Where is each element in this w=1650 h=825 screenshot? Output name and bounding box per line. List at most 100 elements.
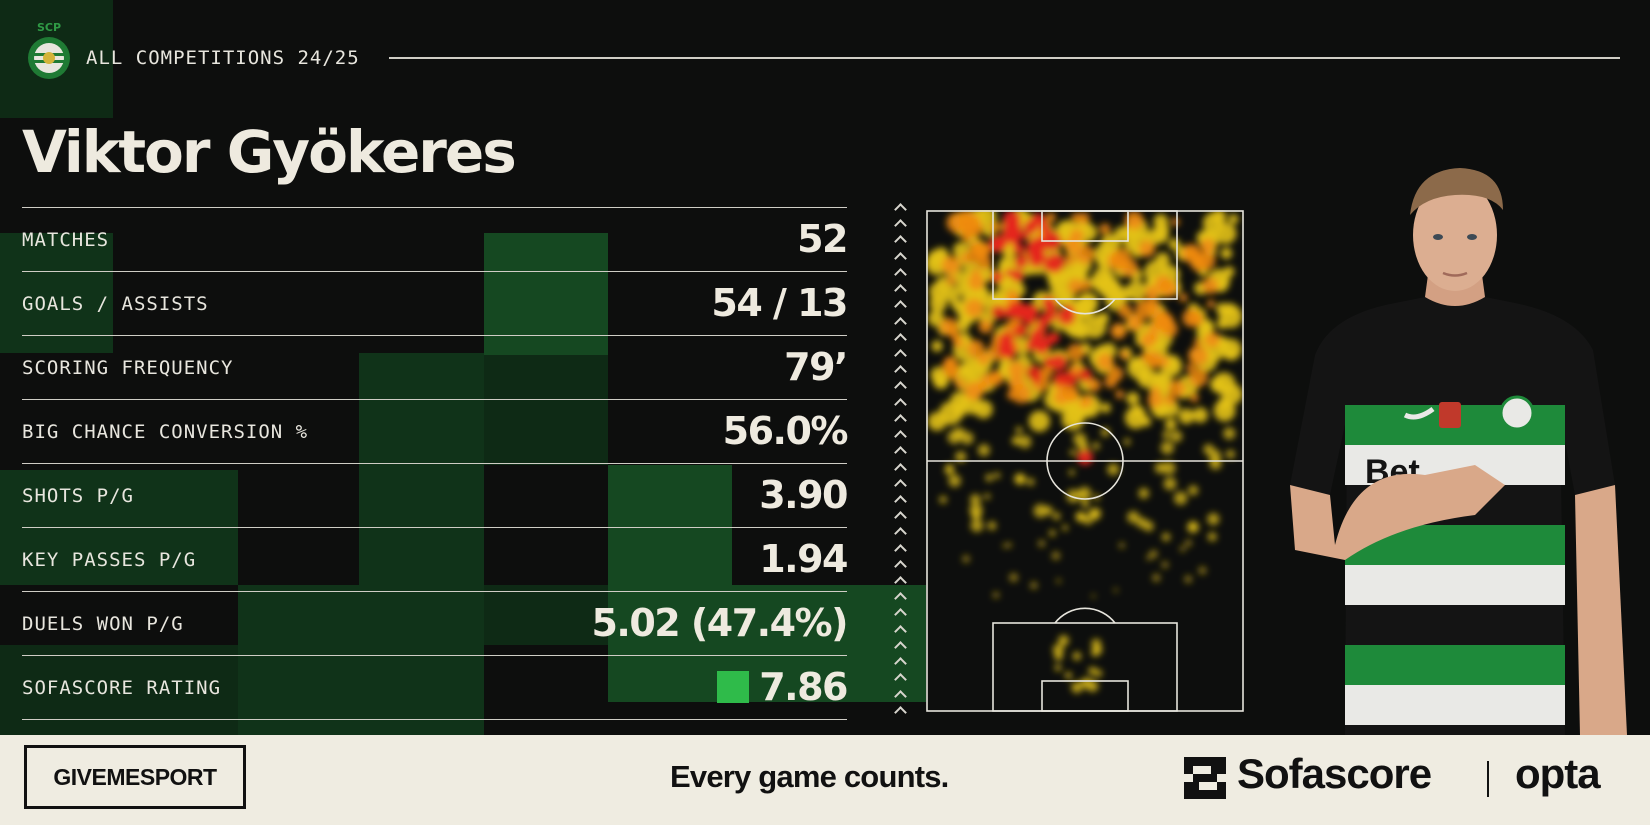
heat-spot [1052, 644, 1064, 656]
heat-spot [980, 373, 994, 387]
heat-spot [1026, 239, 1045, 258]
heatmap-pitch [926, 210, 1244, 712]
chevron-up-icon [893, 284, 907, 297]
heat-spot [974, 400, 993, 419]
heat-spot [997, 292, 1008, 304]
heat-spot [1200, 238, 1215, 254]
heat-spot [993, 472, 1001, 479]
heat-spot [1170, 430, 1183, 443]
stat-label: SHOTS P/G [22, 485, 134, 507]
heat-spot [1028, 410, 1051, 432]
heat-spot [1076, 269, 1087, 280]
heat-spot [1099, 271, 1112, 284]
heat-spot [1187, 521, 1199, 534]
chevron-up-icon [893, 705, 907, 719]
heat-spot [1155, 252, 1170, 268]
heat-spot [978, 319, 993, 334]
heat-spot [1043, 261, 1053, 271]
heat-spot [960, 431, 974, 445]
heat-spot [977, 444, 990, 457]
heat-spot [1164, 418, 1177, 430]
heat-spot [1198, 566, 1207, 575]
heat-spot [1146, 278, 1158, 289]
heat-spot [1223, 266, 1235, 277]
heat-spot [1143, 520, 1154, 532]
chevron-up-icon [893, 446, 907, 460]
heat-spot [1086, 680, 1099, 692]
chevron-up-icon [893, 300, 907, 314]
heat-spot [991, 305, 1006, 320]
stat-row-shots: SHOTS P/G 3.90 [22, 463, 848, 527]
heat-spot [1073, 432, 1087, 446]
sporting-crest-icon: SCP [28, 21, 70, 79]
heat-spot [1173, 491, 1188, 505]
stats-table: MATCHES 52 GOALS / ASSISTS 54 / 13 SCORI… [22, 207, 849, 720]
heat-spot [1014, 323, 1028, 337]
chevron-up-icon [893, 641, 907, 654]
heat-spot [1054, 664, 1062, 672]
heat-spot [1014, 255, 1028, 269]
heat-spot [1009, 573, 1019, 582]
heat-spot [1064, 671, 1072, 679]
stat-label: GOALS / ASSISTS [22, 293, 209, 315]
chevron-up-icon [893, 235, 907, 249]
crest-text: SCP [37, 21, 61, 34]
heat-spot [1118, 303, 1133, 319]
bg-block [238, 585, 359, 735]
heat-spot [1028, 304, 1039, 316]
heat-spot [1068, 469, 1075, 476]
heat-spot [1011, 384, 1031, 404]
heat-spot [1162, 430, 1171, 439]
heat-spot [1005, 268, 1014, 277]
stat-row-key-passes: KEY PASSES P/G 1.94 [22, 527, 848, 591]
heat-spot [1104, 375, 1118, 389]
heat-spot [985, 473, 994, 482]
heat-spot [1007, 301, 1026, 319]
stat-label: MATCHES [22, 229, 110, 251]
heat-spot [1164, 394, 1176, 406]
chevron-up-icon [893, 527, 907, 541]
heat-spot [1123, 438, 1131, 446]
stat-row-goals-assists: GOALS / ASSISTS 54 / 13 [22, 271, 848, 335]
heat-spot [1038, 217, 1047, 226]
heat-spot [981, 244, 992, 255]
stat-value: 52 [797, 217, 848, 261]
heat-spot [1066, 318, 1087, 339]
heat-spot [1138, 240, 1156, 258]
tagline: Every game counts. [670, 759, 949, 794]
chevron-up-icon [893, 365, 907, 379]
heat-spot [1161, 532, 1171, 542]
heat-spot [955, 378, 965, 389]
heat-spot [1037, 539, 1046, 548]
heat-spot [1140, 332, 1156, 348]
heat-spot [1145, 299, 1160, 314]
heat-spot [966, 339, 985, 358]
heat-spot [935, 377, 946, 388]
heat-spot [1225, 348, 1238, 361]
stat-value-text: 5.02 (47.4%) [591, 601, 848, 645]
heat-spot [968, 273, 985, 291]
heat-spot [944, 465, 955, 476]
chevron-up-icon [893, 495, 907, 508]
heat-spot [1002, 543, 1008, 549]
heat-spot [1100, 402, 1111, 413]
stat-row-sofascore-rating: SOFASCORE RATING 7.86 [22, 655, 848, 720]
chevron-up-icon [893, 657, 907, 670]
bg-block [359, 353, 484, 735]
heat-spot [1062, 524, 1069, 531]
stat-value: 1.94 [759, 537, 848, 581]
heat-spot [1188, 485, 1199, 496]
heat-spot [1202, 212, 1225, 234]
heat-spot [1075, 244, 1095, 264]
heat-spot [1154, 228, 1169, 244]
heat-spot [1184, 575, 1193, 584]
heat-spot [1068, 278, 1083, 294]
heat-spot [1192, 407, 1208, 423]
heat-spot [1168, 380, 1186, 398]
heat-spot [941, 256, 961, 275]
bg-block [484, 233, 608, 355]
heat-spot [1077, 449, 1093, 465]
heat-spot [1078, 368, 1092, 382]
heat-spot [1006, 542, 1012, 548]
